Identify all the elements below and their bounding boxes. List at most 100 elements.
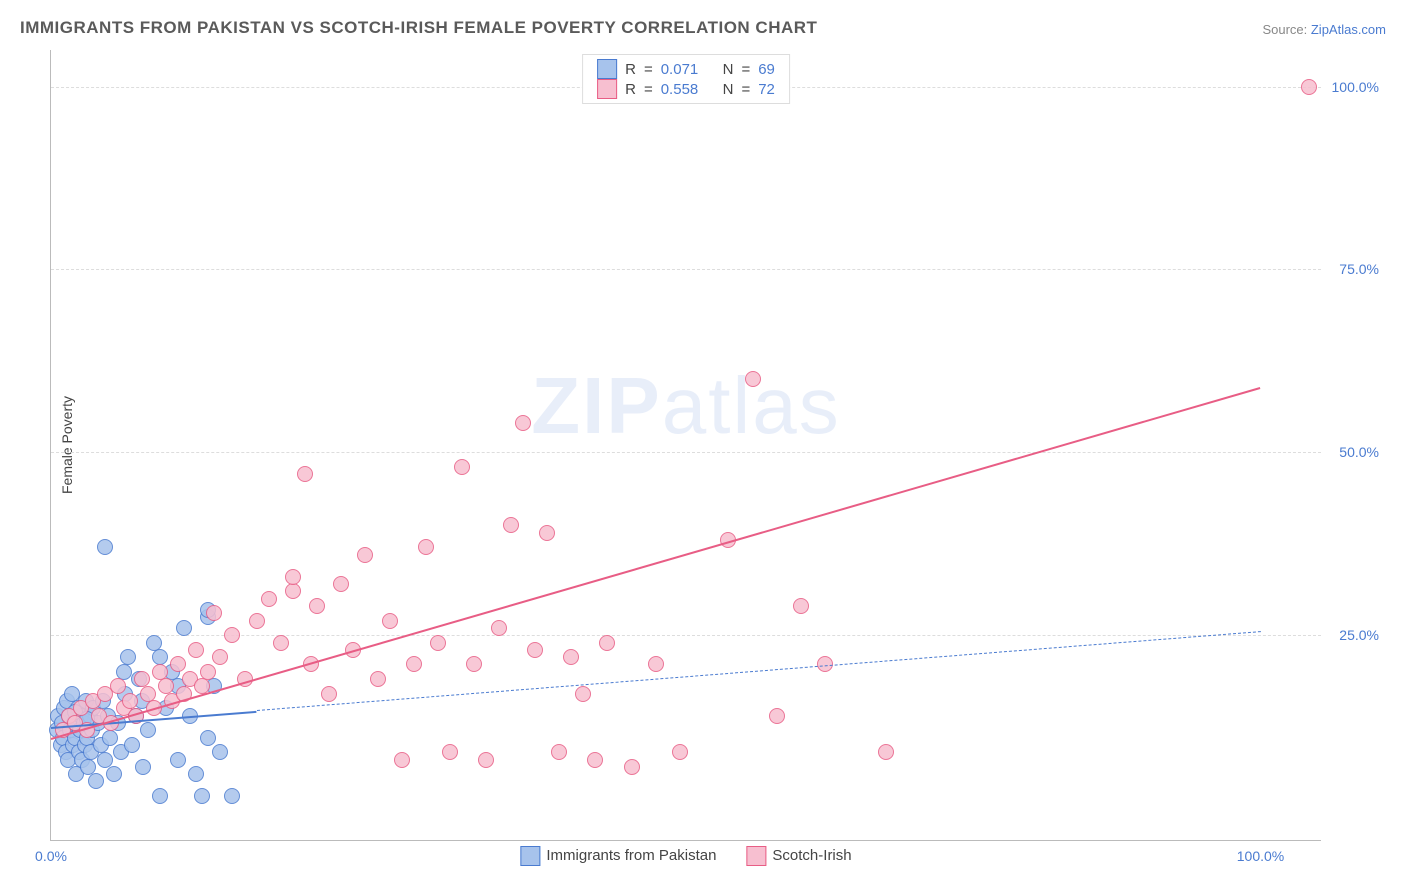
scatter-point bbox=[624, 759, 640, 775]
watermark-zip: ZIP bbox=[531, 361, 661, 450]
scatter-point bbox=[140, 722, 156, 738]
scatter-point bbox=[382, 613, 398, 629]
scatter-point bbox=[466, 656, 482, 672]
scatter-point bbox=[110, 678, 126, 694]
scatter-point bbox=[158, 678, 174, 694]
source-link[interactable]: ZipAtlas.com bbox=[1311, 22, 1386, 37]
y-tick-label: 75.0% bbox=[1339, 261, 1379, 277]
scatter-point bbox=[539, 525, 555, 541]
legend-item-2: Scotch-Irish bbox=[746, 846, 851, 866]
scatter-point bbox=[146, 635, 162, 651]
scatter-point bbox=[672, 744, 688, 760]
scatter-point bbox=[200, 730, 216, 746]
scatter-point bbox=[176, 620, 192, 636]
scatter-point bbox=[170, 752, 186, 768]
scatter-point bbox=[206, 605, 222, 621]
scatter-point bbox=[394, 752, 410, 768]
scatter-point bbox=[309, 598, 325, 614]
scatter-point bbox=[152, 788, 168, 804]
scatter-point bbox=[563, 649, 579, 665]
y-tick-label: 100.0% bbox=[1332, 79, 1379, 95]
scatter-point bbox=[551, 744, 567, 760]
legend-eq: = bbox=[741, 61, 750, 78]
scatter-point bbox=[406, 656, 422, 672]
scatter-point bbox=[116, 664, 132, 680]
scatter-point bbox=[212, 649, 228, 665]
legend-swatch-2 bbox=[746, 846, 766, 866]
scatter-point bbox=[454, 459, 470, 475]
scatter-point bbox=[1301, 79, 1317, 95]
legend-row-series-1: R = 0.071 N = 69 bbox=[597, 59, 775, 79]
legend-r-label: R bbox=[625, 61, 636, 78]
gridline bbox=[51, 452, 1321, 453]
scatter-point bbox=[587, 752, 603, 768]
scatter-point bbox=[599, 635, 615, 651]
scatter-point bbox=[297, 466, 313, 482]
legend-row-series-2: R = 0.558 N = 72 bbox=[597, 79, 775, 99]
scatter-point bbox=[152, 664, 168, 680]
scatter-point bbox=[249, 613, 265, 629]
scatter-point bbox=[97, 539, 113, 555]
scatter-point bbox=[745, 371, 761, 387]
gridline bbox=[51, 635, 1321, 636]
scatter-point bbox=[285, 583, 301, 599]
scatter-point bbox=[134, 671, 150, 687]
scatter-point bbox=[370, 671, 386, 687]
legend-eq: = bbox=[741, 81, 750, 98]
scatter-point bbox=[285, 569, 301, 585]
scatter-point bbox=[120, 649, 136, 665]
gridline bbox=[51, 269, 1321, 270]
scatter-point bbox=[97, 752, 113, 768]
x-tick-label: 100.0% bbox=[1237, 848, 1284, 864]
legend-eq: = bbox=[644, 61, 653, 78]
scatter-point bbox=[152, 649, 168, 665]
scatter-point bbox=[124, 737, 140, 753]
scatter-point bbox=[200, 664, 216, 680]
scatter-point bbox=[170, 656, 186, 672]
scatter-point bbox=[769, 708, 785, 724]
source-attribution: Source: ZipAtlas.com bbox=[1262, 22, 1386, 37]
source-prefix: Source: bbox=[1262, 22, 1310, 37]
scatter-point bbox=[135, 759, 151, 775]
legend-label-2: Scotch-Irish bbox=[772, 847, 851, 864]
legend-n-value-1: 69 bbox=[758, 61, 775, 78]
scatter-point bbox=[188, 642, 204, 658]
x-tick-label: 0.0% bbox=[35, 848, 67, 864]
scatter-point bbox=[357, 547, 373, 563]
scatter-point bbox=[793, 598, 809, 614]
scatter-point bbox=[212, 744, 228, 760]
scatter-point bbox=[106, 766, 122, 782]
legend-r-label: R bbox=[625, 81, 636, 98]
legend-item-1: Immigrants from Pakistan bbox=[520, 846, 716, 866]
scatter-point bbox=[261, 591, 277, 607]
scatter-point bbox=[478, 752, 494, 768]
scatter-point bbox=[503, 517, 519, 533]
chart-title: IMMIGRANTS FROM PAKISTAN VS SCOTCH-IRISH… bbox=[20, 18, 817, 38]
legend-swatch-1 bbox=[520, 846, 540, 866]
scatter-point bbox=[491, 620, 507, 636]
legend-n-value-2: 72 bbox=[758, 81, 775, 98]
scatter-point bbox=[648, 656, 664, 672]
legend-r-value-2: 0.558 bbox=[661, 81, 699, 98]
scatter-plot: ZIPatlas R = 0.071 N = 69 R = 0.558 N = bbox=[50, 50, 1321, 841]
scatter-point bbox=[102, 730, 118, 746]
scatter-point bbox=[122, 693, 138, 709]
y-tick-label: 50.0% bbox=[1339, 444, 1379, 460]
scatter-point bbox=[442, 744, 458, 760]
trend-line bbox=[51, 387, 1261, 740]
trend-line bbox=[257, 632, 1261, 712]
scatter-point bbox=[194, 788, 210, 804]
scatter-point bbox=[575, 686, 591, 702]
scatter-point bbox=[224, 627, 240, 643]
scatter-point bbox=[188, 766, 204, 782]
legend-swatch-series-2 bbox=[597, 79, 617, 99]
scatter-point bbox=[333, 576, 349, 592]
scatter-point bbox=[80, 759, 96, 775]
scatter-point bbox=[224, 788, 240, 804]
scatter-point bbox=[878, 744, 894, 760]
legend-r-value-1: 0.071 bbox=[661, 61, 699, 78]
scatter-point bbox=[273, 635, 289, 651]
scatter-point bbox=[140, 686, 156, 702]
legend-correlation: R = 0.071 N = 69 R = 0.558 N = 72 bbox=[582, 54, 790, 104]
legend-swatch-series-1 bbox=[597, 59, 617, 79]
